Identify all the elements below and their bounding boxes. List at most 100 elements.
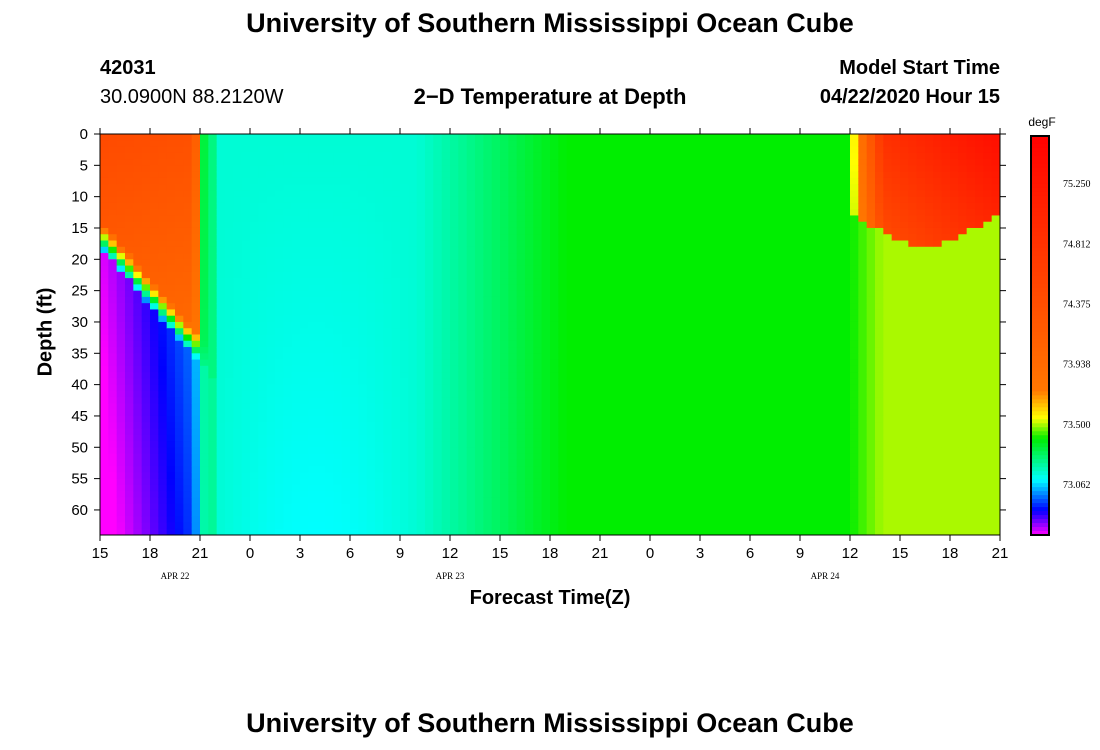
heatmap-cell bbox=[533, 221, 543, 229]
heatmap-cell bbox=[500, 265, 509, 273]
heatmap-cell bbox=[383, 284, 393, 292]
heatmap-cell bbox=[250, 171, 259, 179]
heatmap-cell bbox=[100, 328, 109, 335]
heatmap-cell bbox=[141, 215, 151, 223]
heatmap-cell bbox=[316, 384, 326, 392]
heatmap-cell bbox=[358, 372, 368, 379]
heatmap-cell bbox=[691, 397, 701, 404]
heatmap-cell bbox=[141, 271, 151, 279]
heatmap-cell bbox=[708, 303, 718, 310]
heatmap-cell bbox=[466, 227, 476, 235]
heatmap-cell bbox=[725, 522, 734, 530]
heatmap-cell bbox=[483, 384, 493, 392]
heatmap-cell bbox=[550, 234, 559, 242]
heatmap-cell bbox=[208, 359, 218, 367]
heatmap-cell bbox=[375, 340, 384, 348]
heatmap-cell bbox=[450, 384, 459, 392]
heatmap-cell bbox=[683, 528, 693, 536]
heatmap-cell bbox=[116, 403, 126, 411]
heatmap-cell bbox=[433, 403, 443, 411]
heatmap-cell bbox=[358, 190, 368, 198]
heatmap-cell bbox=[491, 522, 501, 530]
heatmap-cell bbox=[541, 522, 551, 530]
heatmap-cell bbox=[491, 466, 501, 473]
heatmap-cell bbox=[591, 459, 601, 467]
heatmap-cell bbox=[433, 484, 443, 492]
heatmap-cell bbox=[191, 227, 201, 235]
heatmap-cell bbox=[200, 459, 209, 467]
heatmap-cell bbox=[258, 321, 268, 329]
heatmap-cell bbox=[300, 422, 309, 429]
heatmap-cell bbox=[608, 340, 618, 348]
heatmap-cell bbox=[258, 478, 268, 486]
heatmap-cell bbox=[233, 315, 243, 323]
heatmap-cell bbox=[641, 215, 651, 223]
heatmap-cell bbox=[600, 503, 609, 511]
heatmap-cell bbox=[591, 484, 601, 492]
heatmap-cell bbox=[583, 246, 593, 254]
heatmap-cell bbox=[675, 152, 684, 160]
heatmap-cell bbox=[625, 321, 634, 329]
heatmap-cell bbox=[616, 353, 626, 361]
heatmap-cell bbox=[533, 422, 543, 429]
heatmap-cell bbox=[525, 321, 534, 329]
heatmap-cell bbox=[450, 522, 459, 530]
heatmap-cell bbox=[258, 227, 268, 235]
heatmap-cell bbox=[150, 459, 159, 467]
heatmap-cell bbox=[525, 340, 534, 348]
heatmap-cell bbox=[400, 171, 409, 179]
heatmap-cell bbox=[425, 196, 434, 204]
heatmap-cell bbox=[533, 372, 543, 379]
heatmap-cell bbox=[250, 303, 259, 310]
heatmap-cell bbox=[358, 271, 368, 279]
heatmap-cell bbox=[383, 434, 393, 442]
heatmap-cell bbox=[191, 159, 201, 166]
heatmap-cell bbox=[683, 384, 693, 392]
heatmap-cell bbox=[333, 290, 343, 298]
heatmap-cell bbox=[158, 190, 168, 198]
heatmap-cell bbox=[466, 190, 476, 198]
heatmap-cell bbox=[350, 290, 359, 298]
heatmap-cell bbox=[125, 353, 134, 361]
heatmap-cell bbox=[133, 353, 143, 361]
heatmap-cell bbox=[158, 353, 168, 361]
heatmap-cell bbox=[583, 240, 593, 248]
heatmap-cell bbox=[233, 409, 243, 417]
heatmap-cell bbox=[550, 359, 559, 367]
heatmap-cell bbox=[200, 522, 209, 530]
heatmap-cell bbox=[383, 428, 393, 436]
heatmap-cell bbox=[441, 372, 451, 379]
heatmap-cell bbox=[133, 265, 143, 273]
heatmap-cell bbox=[483, 253, 493, 260]
heatmap-cell bbox=[641, 365, 651, 373]
heatmap-cell bbox=[125, 428, 134, 436]
heatmap-cell bbox=[358, 378, 368, 386]
heatmap-cell bbox=[508, 209, 518, 216]
heatmap-cell bbox=[375, 140, 384, 148]
heatmap-cell bbox=[383, 321, 393, 329]
heatmap-cell bbox=[700, 134, 709, 141]
heatmap-cell bbox=[275, 409, 284, 417]
heatmap-cell bbox=[666, 434, 676, 442]
heatmap-cell bbox=[316, 146, 326, 154]
heatmap-cell bbox=[475, 497, 484, 505]
heatmap-cell bbox=[625, 240, 634, 248]
heatmap-cell bbox=[258, 347, 268, 354]
heatmap-cell bbox=[400, 472, 409, 480]
heatmap-cell bbox=[366, 497, 376, 505]
heatmap-cell bbox=[150, 134, 159, 141]
heatmap-cell bbox=[375, 196, 384, 204]
heatmap-cell bbox=[416, 265, 426, 273]
heatmap-cell bbox=[308, 428, 318, 436]
heatmap-cell bbox=[608, 265, 618, 273]
heatmap-cell bbox=[208, 334, 218, 342]
heatmap-cell bbox=[266, 415, 276, 423]
heatmap-cell bbox=[266, 353, 276, 361]
heatmap-cell bbox=[441, 221, 451, 229]
heatmap-cell bbox=[133, 497, 143, 505]
heatmap-cell bbox=[108, 409, 118, 417]
heatmap-cell bbox=[158, 441, 168, 448]
heatmap-cell bbox=[516, 434, 526, 442]
heatmap-cell bbox=[641, 428, 651, 436]
heatmap-cell bbox=[641, 253, 651, 260]
